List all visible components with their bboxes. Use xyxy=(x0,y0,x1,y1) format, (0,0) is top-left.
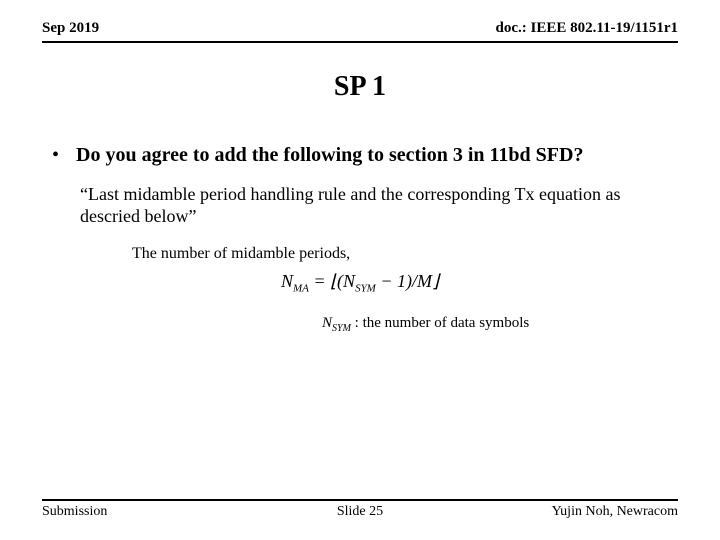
slide-title: SP 1 xyxy=(42,71,678,103)
formula-label: The number of midamble periods, xyxy=(132,245,678,263)
formula-n-base: N xyxy=(343,271,355,291)
formula-lfloor: ⌊ xyxy=(330,271,337,291)
symbol-note: NSYM : the number of data symbols xyxy=(322,315,678,334)
quote-text: “Last midamble period handling rule and … xyxy=(80,183,638,227)
formula-eq: = xyxy=(309,271,330,291)
header: Sep 2019 doc.: IEEE 802.11-19/1151r1 xyxy=(42,20,678,43)
bullet-text: Do you agree to add the following to sec… xyxy=(76,143,583,167)
header-date: Sep 2019 xyxy=(42,20,99,37)
bullet-marker: • xyxy=(52,143,66,167)
footer-left: Submission xyxy=(42,504,107,520)
formula-minus1: − 1 xyxy=(376,271,406,291)
formula-rfloor: ⌋ xyxy=(432,271,439,291)
formula-m: M xyxy=(417,271,432,291)
symbol-rest: : the number of data symbols xyxy=(351,315,529,331)
symbol-n-sub: SYM xyxy=(332,323,351,334)
header-doc-number: doc.: IEEE 802.11-19/1151r1 xyxy=(495,20,678,37)
formula-n-sub: SYM xyxy=(355,283,376,295)
footer-author: Yujin Noh, Newracom xyxy=(552,504,678,520)
footer: Submission Slide 25 Yujin Noh, Newracom xyxy=(42,499,678,520)
bullet-item: • Do you agree to add the following to s… xyxy=(52,143,678,167)
formula-lhs-base: N xyxy=(281,271,293,291)
symbol-n-base: N xyxy=(322,315,332,331)
formula-equation: NMA = ⌊(NSYM − 1)/M⌋ xyxy=(42,271,678,295)
footer-slide-number: Slide 25 xyxy=(337,504,383,520)
formula-lhs-sub: MA xyxy=(293,283,309,295)
